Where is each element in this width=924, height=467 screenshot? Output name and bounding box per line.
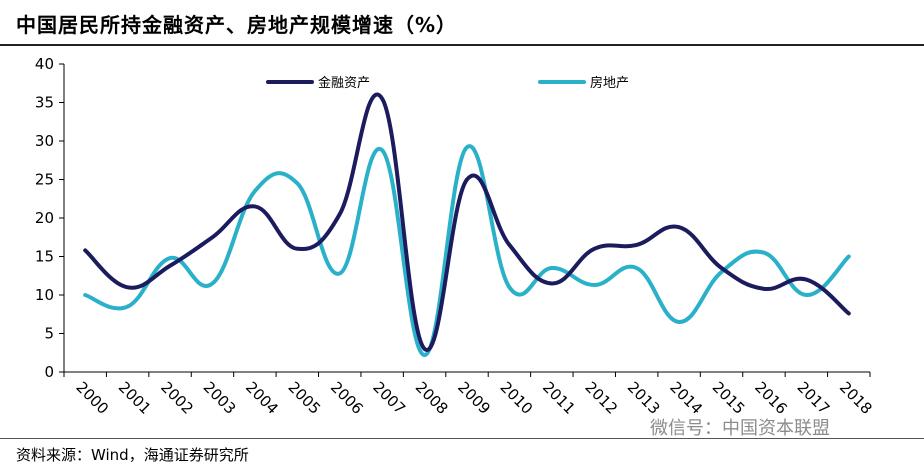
chart-axes: 0 5 10 15 20 25 30 35 40 2000 2001 2002 2003 2004 2005… xyxy=(35,55,876,418)
series-line-financial-assets xyxy=(83,92,851,352)
x-tick-label: 2008 xyxy=(412,378,452,418)
y-tick-label: 0 xyxy=(44,363,54,381)
x-tick-label: 2016 xyxy=(751,378,791,418)
x-tick-label: 2000 xyxy=(72,378,112,418)
chart-legend: 金融资产 房地产 xyxy=(266,75,629,91)
x-tick-label: 2007 xyxy=(369,378,409,418)
x-tick-label: 2015 xyxy=(709,378,749,418)
y-tick-label: 5 xyxy=(44,325,54,343)
legend-label: 房地产 xyxy=(590,75,629,91)
y-tick-label: 15 xyxy=(35,248,54,266)
x-tick-label: 2005 xyxy=(284,378,324,418)
x-tick-label: 2004 xyxy=(242,378,282,418)
x-tick-label: 2011 xyxy=(539,378,579,418)
y-tick-label: 35 xyxy=(35,94,54,112)
series-layer xyxy=(83,92,851,358)
x-tick-label: 2010 xyxy=(497,378,537,418)
x-tick-label: 2012 xyxy=(581,378,621,418)
x-tick-label: 2003 xyxy=(200,378,240,418)
series-line-real-estate xyxy=(83,144,851,358)
x-tick-label: 2018 xyxy=(836,378,876,418)
legend-label: 金融资产 xyxy=(318,75,370,91)
x-tick-label: 2006 xyxy=(327,378,367,418)
footer-divider xyxy=(0,438,924,439)
source-note: 资料来源：Wind，海通证券研究所 xyxy=(16,446,249,464)
x-tick-label: 2017 xyxy=(794,378,834,418)
x-tick-label: 2009 xyxy=(454,378,494,418)
x-tick-label: 2001 xyxy=(115,378,155,418)
x-tick-label: 2002 xyxy=(157,378,197,418)
chart-title: 中国居民所持金融资产、房地产规模增速（%） xyxy=(16,13,458,37)
y-tick-label: 20 xyxy=(35,209,54,227)
line-chart: 0 5 10 15 20 25 30 35 40 2000 2001 2002 2003 2004 2005… xyxy=(35,55,876,418)
x-tick-label: 2013 xyxy=(624,378,664,418)
y-tick-label: 25 xyxy=(35,171,54,189)
x-tick-label: 2014 xyxy=(666,378,706,418)
watermark: 微信号：中国资本联盟 xyxy=(650,418,830,439)
y-tick-label: 40 xyxy=(35,55,54,73)
title-divider xyxy=(0,44,924,46)
y-tick-label: 30 xyxy=(35,132,54,150)
y-tick-label: 10 xyxy=(35,286,54,304)
